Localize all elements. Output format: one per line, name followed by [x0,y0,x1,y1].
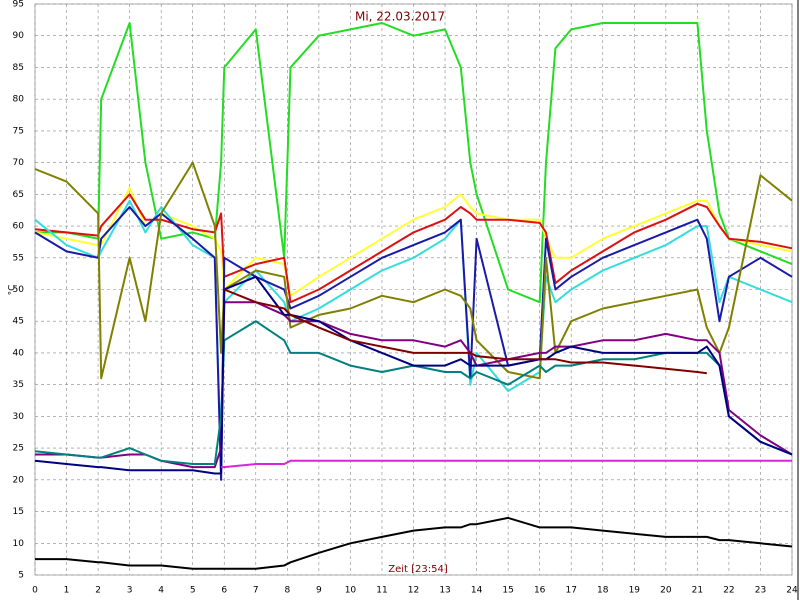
x-tick-label: 10 [345,586,357,596]
y-tick-label: 15 [13,507,24,517]
series-line [34,199,793,469]
y-tick-label: 95 [13,0,24,10]
x-tick-label: 14 [471,586,483,596]
y-tick-label: 50 [13,285,25,295]
lines [34,22,793,570]
y-tick-label: 45 [13,317,24,327]
x-tick-label: 16 [534,586,546,596]
series-line [34,161,793,380]
y-tick-label: 10 [13,539,25,549]
y-tick-label: 90 [13,31,25,41]
x-tick-label: 9 [316,586,322,596]
series-line [34,275,793,475]
x-tick-label: 20 [660,586,672,596]
x-tick-label: 11 [376,586,387,596]
x-tick-label: 6 [221,586,227,596]
x-tick-label: 24 [786,586,798,596]
x-tick-label: 3 [127,586,133,596]
x-tick-label: 22 [723,586,734,596]
chart-title: Mi, 22.03.2017 [355,10,445,24]
y-tick-label: 85 [13,63,24,73]
x-tick-label: 19 [629,586,641,596]
x-tick-label: 4 [158,586,164,596]
y-tick-label: 55 [13,253,24,263]
x-tick-label: 2 [95,586,101,596]
y-tick-label: 70 [13,158,25,168]
y-axis-label: °C [8,285,18,296]
x-axis-label: Zeit [23:54] [388,564,448,575]
y-tick-label: 35 [13,380,24,390]
series-line [221,459,792,469]
x-tick-label: 21 [692,586,703,596]
x-tick-label: 23 [755,586,766,596]
x-tick-label: 1 [64,586,70,596]
x-tick-label: 7 [253,586,259,596]
series-line [223,288,707,375]
x-tick-label: 5 [190,586,196,596]
x-tick-label: 18 [597,586,609,596]
y-tick-label: 5 [18,571,24,581]
x-tick-label: 0 [32,586,38,596]
series-line [35,516,793,570]
series-line [34,206,793,481]
series-line [34,193,793,304]
y-tick-label: 80 [13,95,25,105]
y-tick-label: 30 [13,412,25,422]
y-tick-label: 75 [13,126,24,136]
y-tick-label: 60 [13,222,25,232]
x-tick-label: 15 [502,586,513,596]
x-tick-label: 17 [565,586,576,596]
x-tick-label: 8 [284,586,290,596]
y-tick-label: 65 [13,190,24,200]
x-tick-label: 12 [408,586,419,596]
y-tick-label: 40 [13,348,25,358]
y-tick-label: 20 [13,475,25,485]
x-tick-label: 13 [439,586,450,596]
y-tick-label: 25 [13,444,24,454]
